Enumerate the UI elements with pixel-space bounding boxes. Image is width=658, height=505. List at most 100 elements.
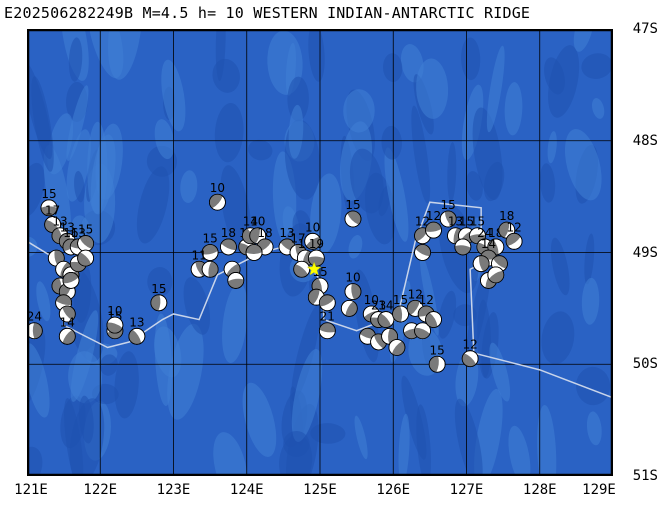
depth-label: 24 [27,310,42,324]
focal-mechanism: 15 [77,223,94,252]
focal-mechanism: 18 [498,209,516,239]
focal-mechanism [359,327,377,345]
latitude-label: 49S [632,244,658,261]
longitude-label: 121E [14,482,48,498]
depth-label: 24 [477,226,492,240]
focal-mechanism: 15 [392,293,409,323]
focal-mechanism: 14 [58,315,76,345]
focal-mechanism: 15 [201,232,219,261]
focal-mechanism [293,260,311,278]
map-title: E202506282249B M=4.5 h= 10 WESTERN INDIA… [4,4,531,22]
focal-mechanism [58,305,76,323]
focal-mechanism [388,339,406,356]
depth-label: 15 [78,223,93,237]
focal-mechanism: 18 [220,226,237,256]
focal-mechanism: 10 [344,271,362,301]
focal-mechanism [340,299,358,317]
depth-label: 23 [371,299,386,313]
focal-mechanism [62,272,80,289]
depth-label: 13 [129,315,144,329]
longitude-label: 125E [303,482,337,498]
focal-mechanism: 15 [40,187,58,217]
depth-label: 15 [470,215,485,229]
depth-label: 13 [448,215,463,229]
depth-label: 15 [151,282,166,296]
depth-label: 16 [63,226,78,240]
focal-mechanism [414,244,431,261]
focal-mechanism: 10 [304,220,322,250]
depth-label: 14 [243,215,258,229]
focal-mechanism: 24 [27,310,43,340]
depth-label: 10 [305,220,320,234]
depth-label: 12 [463,338,478,352]
focal-mechanism: 21 [318,310,336,340]
focal-mechanism: 15 [439,198,457,228]
focal-mechanism [487,266,505,284]
epicenter-star [306,261,322,276]
depth-label: 10 [107,304,122,318]
depth-label: 19 [309,237,324,251]
depth-label: 10 [345,271,360,285]
depth-label: 14 [60,315,75,329]
depth-label: 18 [499,209,514,223]
depth-label: 15 [345,198,360,212]
seismicity-map: 1517131316131524141510131510151811121410… [27,29,613,476]
depth-label: 15 [202,232,217,246]
depth-label: 10 [364,293,379,307]
depth-label: 17 [290,232,305,246]
focal-mechanism: 12 [425,209,442,239]
depth-label: 12 [415,215,430,229]
longitude-label: 122E [83,482,118,498]
focal-mechanism: 12 [505,220,523,250]
longitude-label: 123E [156,482,191,498]
depth-label: 12 [419,293,434,307]
depth-label: 13 [279,226,294,240]
focal-mechanism [245,244,263,261]
depth-label: 13 [52,215,67,229]
focal-mechanism: 15 [150,282,168,312]
longitude-label: 127E [449,482,484,498]
longitude-label: 126E [376,482,411,498]
depth-label: 10 [210,181,225,195]
depth-label: 18 [221,226,236,240]
longitude-label: 128E [522,482,557,498]
focal-mechanism: 10 [209,181,226,211]
depth-label: 15 [459,215,474,229]
focal-mechanism [77,249,94,267]
latitude-label: 47S [632,21,658,37]
latitude-label: 48S [632,132,658,149]
depth-label: 12 [408,287,423,301]
focal-mechanism: 13 [128,315,146,345]
focal-mechanism: 10 [106,304,124,334]
focal-mechanism [414,322,431,340]
depth-label: 12 [426,209,441,223]
focal-mechanism: 15 [428,343,446,373]
focal-mechanism: 12 [406,287,424,317]
longitude-label: 124E [229,482,264,498]
focal-mechanism: 14 [377,299,395,328]
latitude-label: 50S [632,356,658,373]
focal-mechanism: 12 [461,338,479,368]
focal-mechanism [454,238,472,256]
depth-label: 10 [250,215,265,229]
focal-mechanism [472,255,490,273]
focal-mechanism [425,311,442,328]
focal-mechanism [318,294,336,312]
depth-label: 15 [430,343,445,357]
depth-label: 13 [60,220,75,234]
focal-mechanism: 19 [307,237,325,267]
depth-label: 14 [378,299,393,313]
depth-label: 15 [441,198,456,212]
depth-label: 11 [191,248,206,262]
focal-mechanism [201,260,219,278]
latitude-label: 51S [632,468,658,484]
depth-label: 21 [320,310,335,324]
depth-label: 14 [481,237,496,251]
longitude-label: 129E [582,482,616,498]
focal-mechanism [227,272,245,289]
depth-label: 15 [393,293,408,307]
depth-label: 12 [506,220,521,234]
map-frame [27,29,613,476]
depth-label: 15 [41,187,56,201]
focal-mechanism: 15 [344,198,362,228]
